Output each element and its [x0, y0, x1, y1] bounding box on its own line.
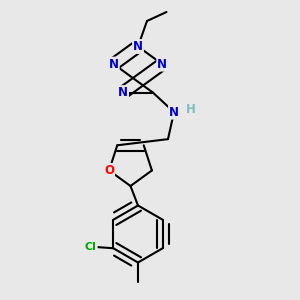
Text: Cl: Cl: [85, 242, 97, 252]
Text: H: H: [186, 103, 195, 116]
Text: N: N: [157, 58, 167, 70]
Text: N: N: [109, 58, 119, 70]
Text: O: O: [104, 164, 114, 177]
Text: N: N: [169, 106, 179, 118]
Text: N: N: [118, 86, 128, 99]
Text: N: N: [133, 40, 143, 53]
